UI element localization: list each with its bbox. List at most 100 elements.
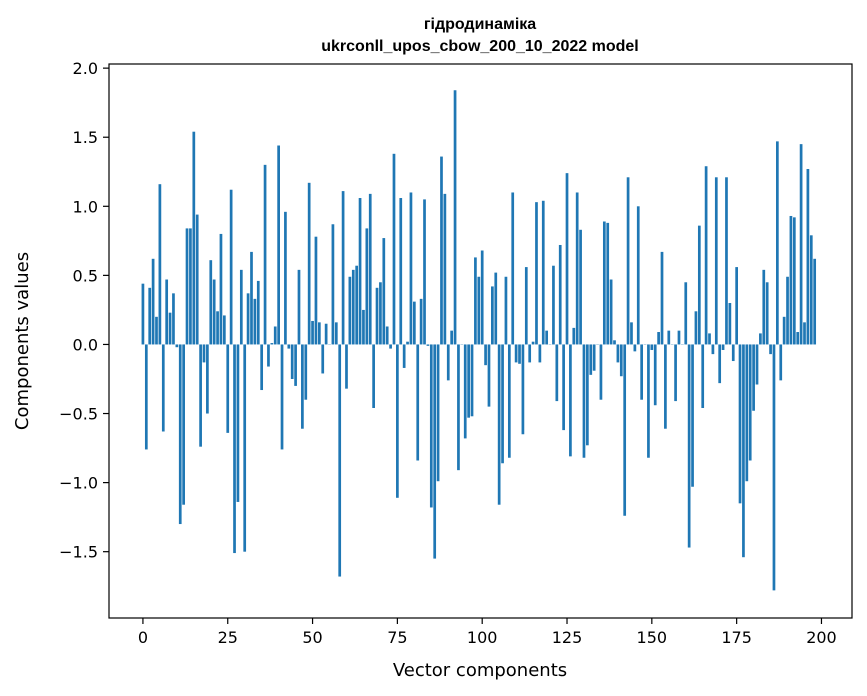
bar-65	[362, 309, 365, 345]
bar-164	[697, 225, 701, 345]
bar-91	[450, 330, 454, 345]
y-axis-ticks: −1.5 −1.0 −0.5 0.0 0.5 1.0 1.5 2.0	[59, 59, 109, 562]
bar-169	[714, 177, 718, 345]
bar-102	[487, 344, 491, 407]
bar-179	[748, 344, 752, 461]
bar-52	[317, 322, 321, 345]
x-tick-label: 100	[467, 628, 498, 647]
bar-117	[538, 344, 542, 363]
bar-74	[392, 153, 396, 345]
y-tick-label: 0.5	[73, 266, 98, 285]
bar-165	[701, 344, 705, 408]
bar-89	[443, 193, 447, 345]
bar-99	[477, 276, 481, 345]
bar-30	[243, 344, 247, 552]
bar-31	[246, 293, 250, 345]
bar-9	[172, 293, 175, 345]
bar-193	[796, 332, 800, 345]
bar-90	[446, 344, 450, 381]
bar-100	[480, 250, 484, 345]
bar-23	[219, 233, 223, 345]
bar-103	[491, 286, 494, 345]
bar-26	[229, 189, 233, 345]
bar-15	[192, 131, 196, 345]
y-axis-label: Components values	[12, 252, 33, 430]
bar-53	[321, 344, 325, 374]
bar-153	[660, 251, 664, 345]
bar-118	[541, 200, 545, 345]
bar-141	[619, 344, 623, 377]
bar-61	[348, 276, 352, 345]
bar-17	[199, 344, 202, 447]
bar-98	[474, 257, 477, 345]
bar-78	[406, 341, 409, 345]
bar-series	[141, 90, 817, 591]
bar-69	[375, 287, 379, 345]
bar-92	[453, 90, 457, 345]
bar-40	[277, 145, 280, 345]
bar-68	[372, 344, 375, 408]
bar-32	[250, 251, 253, 345]
bar-46	[297, 269, 301, 345]
bar-136	[602, 221, 606, 345]
bar-5	[158, 184, 162, 345]
y-tick-label: 0.0	[73, 335, 98, 354]
bar-49	[307, 182, 311, 345]
bar-45	[294, 344, 297, 386]
x-axis-label: Vector components	[393, 660, 567, 681]
bar-180	[752, 344, 755, 411]
bar-184	[765, 282, 769, 345]
bar-58	[338, 344, 342, 577]
bar-108	[507, 344, 511, 458]
bar-105	[497, 344, 501, 505]
x-tick-label: 0	[138, 628, 148, 647]
y-tick-label: 2.0	[73, 59, 98, 78]
bar-128	[575, 192, 579, 345]
bar-86	[433, 344, 437, 559]
bar-167	[708, 333, 711, 345]
bar-137	[606, 222, 610, 345]
bar-143	[626, 177, 630, 345]
chart-subtitle: ukrconll_upos_cbow_200_10_2022 model	[321, 38, 638, 55]
bar-77	[402, 344, 406, 368]
bar-12	[182, 344, 185, 505]
bar-22	[216, 311, 219, 345]
bar-75	[396, 344, 399, 498]
bar-48	[304, 344, 308, 400]
bar-8	[168, 312, 172, 345]
bar-198	[813, 258, 817, 345]
bar-166	[704, 166, 708, 345]
bar-29	[239, 269, 243, 345]
bar-47	[301, 344, 304, 429]
bar-41	[280, 344, 284, 450]
bar-82	[419, 298, 423, 345]
bar-37	[267, 344, 270, 367]
bar-150	[650, 344, 654, 350]
bar-10	[175, 344, 179, 348]
bar-124	[562, 344, 565, 431]
bar-20	[209, 260, 213, 345]
bar-145	[633, 344, 637, 352]
bar-112	[521, 344, 525, 435]
bar-131	[586, 344, 589, 446]
bar-121	[552, 265, 555, 345]
bar-51	[314, 236, 318, 345]
bar-16	[195, 214, 199, 345]
bar-0	[141, 283, 145, 345]
bar-154	[664, 344, 667, 429]
bar-39	[273, 326, 277, 345]
bar-50	[311, 320, 314, 345]
bar-161	[687, 344, 691, 548]
bar-138	[609, 279, 613, 345]
bar-162	[691, 344, 694, 487]
bar-147	[640, 344, 644, 400]
x-tick-label: 75	[387, 628, 407, 647]
bar-101	[484, 344, 487, 366]
bar-54	[324, 323, 328, 345]
bar-127	[572, 327, 576, 345]
bar-96	[467, 344, 470, 418]
bar-42	[284, 211, 287, 345]
bar-114	[528, 344, 532, 363]
bar-87	[436, 344, 440, 482]
